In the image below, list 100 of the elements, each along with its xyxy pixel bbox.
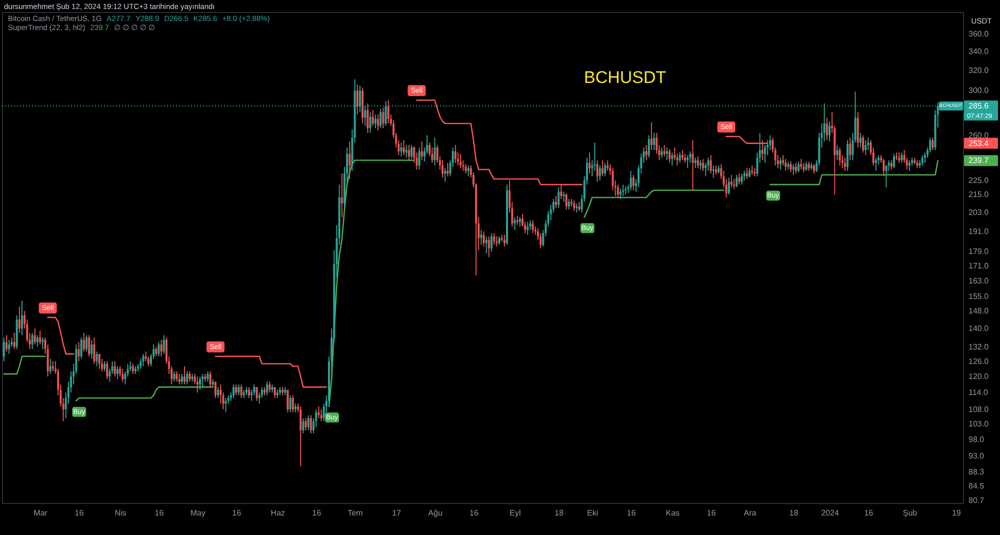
candlestick [616,184,619,198]
candlestick [238,384,240,396]
candlestick [730,174,732,188]
candlestick [380,108,382,129]
candlestick [728,177,730,196]
candlestick [209,370,212,388]
candlestick [482,231,485,248]
candlestick [828,120,830,142]
candlestick [648,134,650,158]
y-tick-label: 340.0 [968,47,990,56]
candlestick [100,358,103,372]
candlestick [601,160,604,177]
y-tick-label: 120.0 [968,372,990,381]
candlestick [604,162,606,177]
candlestick [898,152,900,164]
y-tick-label: 126.0 [968,356,990,366]
candlestick [862,134,864,154]
candlestick [813,164,816,174]
candlestick [844,157,846,172]
candlestick [49,358,52,374]
y-tick-label: 191.0 [968,227,990,236]
x-tick-label: Mar [34,508,48,518]
candlestick [686,154,689,169]
text: BCHUSDT [584,68,666,87]
x-tick-label: 17 [392,508,402,518]
y-tick-label: 114.0 [968,388,988,398]
candlestick [784,158,787,172]
candlestick [514,216,516,230]
candlestick [929,137,932,154]
candlestick [518,216,521,228]
candlestick [289,394,292,413]
candlestick [838,147,841,166]
x-tick-label: 16 [470,508,479,518]
candlestick [908,160,910,172]
candlestick [714,164,717,176]
candlestick [214,381,216,399]
x-tick-label: 16 [232,508,242,518]
candlestick [286,389,289,413]
candlestick [186,370,188,385]
candlestick [402,140,405,156]
x-tick-label: 16 [706,508,716,518]
candlestick [859,132,862,148]
candlestick [671,152,674,166]
candlestick [790,161,792,173]
candlestick [155,346,158,357]
candlestick [369,112,372,134]
candlestick [885,164,888,188]
candlestick [307,414,310,431]
candlestick [366,102,369,134]
candlestick [248,386,250,399]
candlestick [6,334,8,352]
candlestick [2,336,5,362]
candlestick [622,184,624,197]
candlestick [892,153,895,169]
y-tick-label: 320.0 [968,66,990,75]
y-tick-label: 300.0 [968,86,990,96]
candlestick [408,144,410,161]
candlestick [794,162,797,174]
x-tick-label: Haz [270,508,286,518]
candlestick [700,160,702,170]
candlestick [888,160,890,172]
candlestick [162,334,165,354]
y-tick-label: 103.0 [968,420,990,429]
candlestick [630,170,632,191]
candlestick [565,192,568,210]
candlestick [88,334,90,357]
candlestick [805,161,808,172]
candlestick [176,370,178,382]
x-tick-label: Ağu [428,508,442,518]
candlestick [493,232,496,246]
x-tick-label: 2024 [821,508,840,518]
candlestick [761,140,764,161]
y-tick-label: 108.0 [968,404,990,414]
candlestick [320,408,322,422]
candlestick [374,114,376,129]
x-tick-label: Tem [348,508,364,518]
candlestick [666,147,668,161]
candlestick [558,186,560,208]
candlestick [932,137,934,151]
y-tick-label: 285.6 [968,101,990,110]
candlestick [738,173,740,186]
candlestick [743,170,746,181]
candlestick [142,353,144,367]
y-tick-label: 203.0 [968,208,990,217]
candlestick [694,157,696,169]
candlestick [31,332,34,350]
candlestick [173,370,176,382]
candlestick [304,418,307,431]
candlestick [300,406,302,467]
candlestick [85,334,88,352]
candlestick [516,215,518,226]
y-tick-label: 140.0 [968,324,990,333]
x-tick-label: 18 [554,508,564,518]
candlestick [490,232,493,252]
candlestick [180,373,183,385]
x-tick-label: Şub [902,508,918,518]
candlestick [8,339,10,354]
y-tick-label: 360.0 [968,29,990,38]
y-tick-label: 171.0 [968,262,990,271]
candlestick [849,137,852,161]
